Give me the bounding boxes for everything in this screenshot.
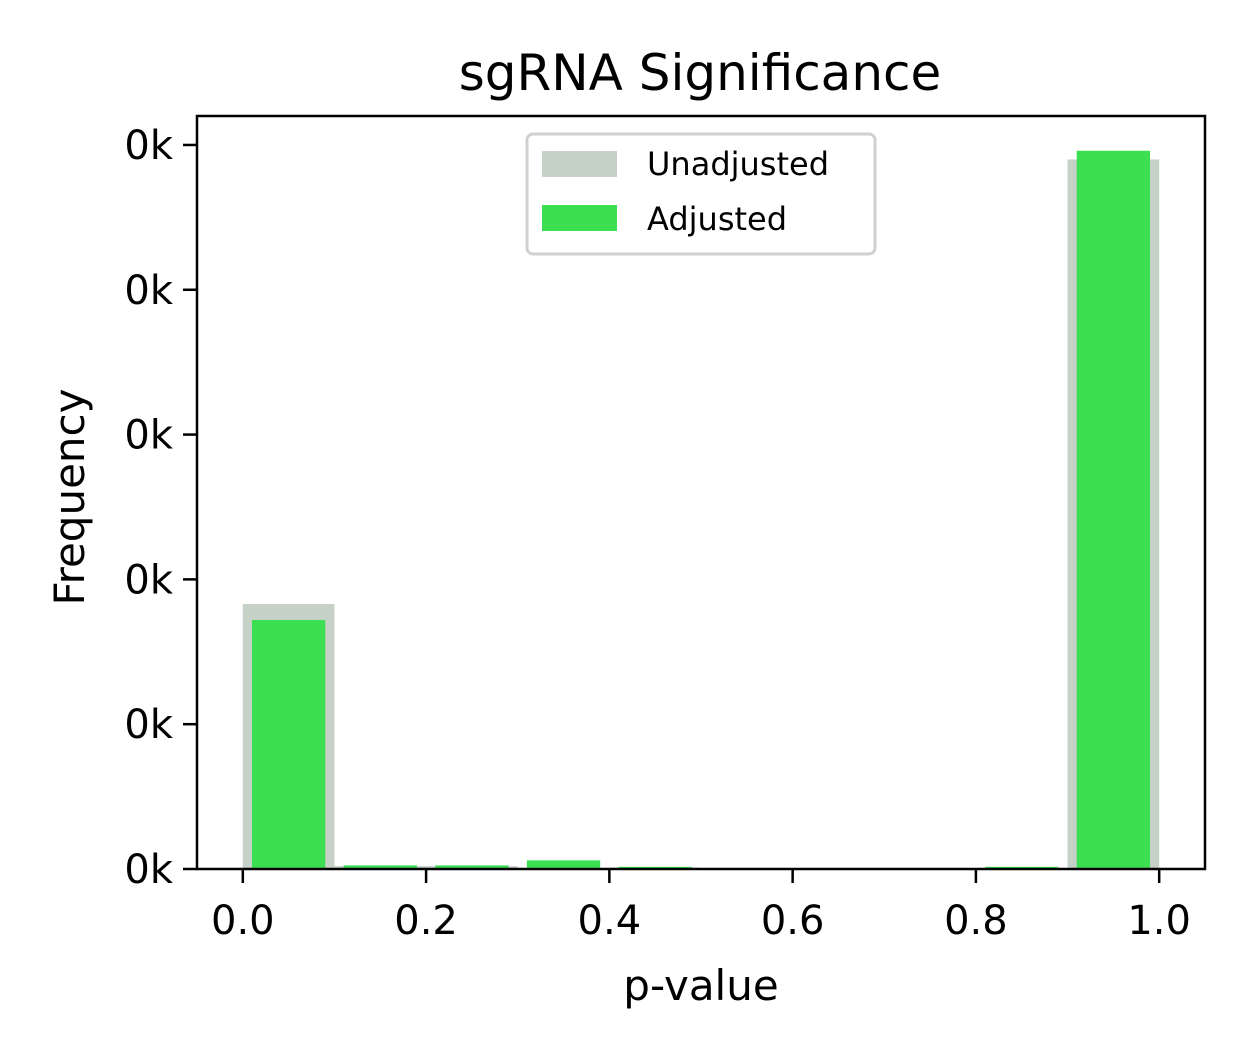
plot-frame	[195, 114, 1207, 871]
bar-adjusted-bin-9	[1076, 150, 1151, 869]
x-tick-label-4: 0.8	[944, 898, 1008, 944]
x-axis-ticks: 0.0 0.2 0.4 0.6 0.8 1.0	[211, 869, 1191, 944]
legend: Unadjusted Adjusted	[525, 132, 877, 256]
x-axis-label: p-value	[623, 961, 778, 1010]
bars-adjusted	[251, 150, 1151, 869]
bar-adjusted-bin-1	[343, 865, 417, 869]
legend-swatch-adjusted	[542, 205, 617, 231]
chart-title: sgRNA Significance	[459, 44, 942, 102]
y-tick-label-3: 0k	[124, 413, 173, 459]
bar-adjusted-bin-2	[435, 865, 509, 869]
y-tick-label-5: 0k	[124, 123, 173, 169]
y-tick-label-4: 0k	[124, 268, 173, 314]
legend-label-adjusted: Adjusted	[647, 200, 787, 238]
legend-swatch-unadjusted	[542, 151, 617, 177]
y-tick-label-2: 0k	[124, 557, 173, 603]
bars-unadjusted	[242, 159, 1160, 869]
y-tick-label-0: 0k	[124, 847, 173, 893]
bar-adjusted-bin-3	[526, 860, 601, 869]
legend-label-unadjusted: Unadjusted	[647, 145, 829, 183]
bar-adjusted-bin-0	[251, 619, 326, 869]
x-tick-label-5: 1.0	[1127, 898, 1191, 944]
x-tick-label-3: 0.6	[761, 898, 825, 944]
x-tick-label-2: 0.4	[578, 898, 642, 944]
y-axis-label: Frequency	[45, 389, 94, 606]
y-tick-label-1: 0k	[124, 702, 173, 748]
y-axis-ticks: 0k 0k 0k 0k 0k 0k	[124, 123, 197, 893]
x-tick-label-1: 0.2	[394, 898, 458, 944]
x-tick-label-0: 0.0	[211, 898, 275, 944]
